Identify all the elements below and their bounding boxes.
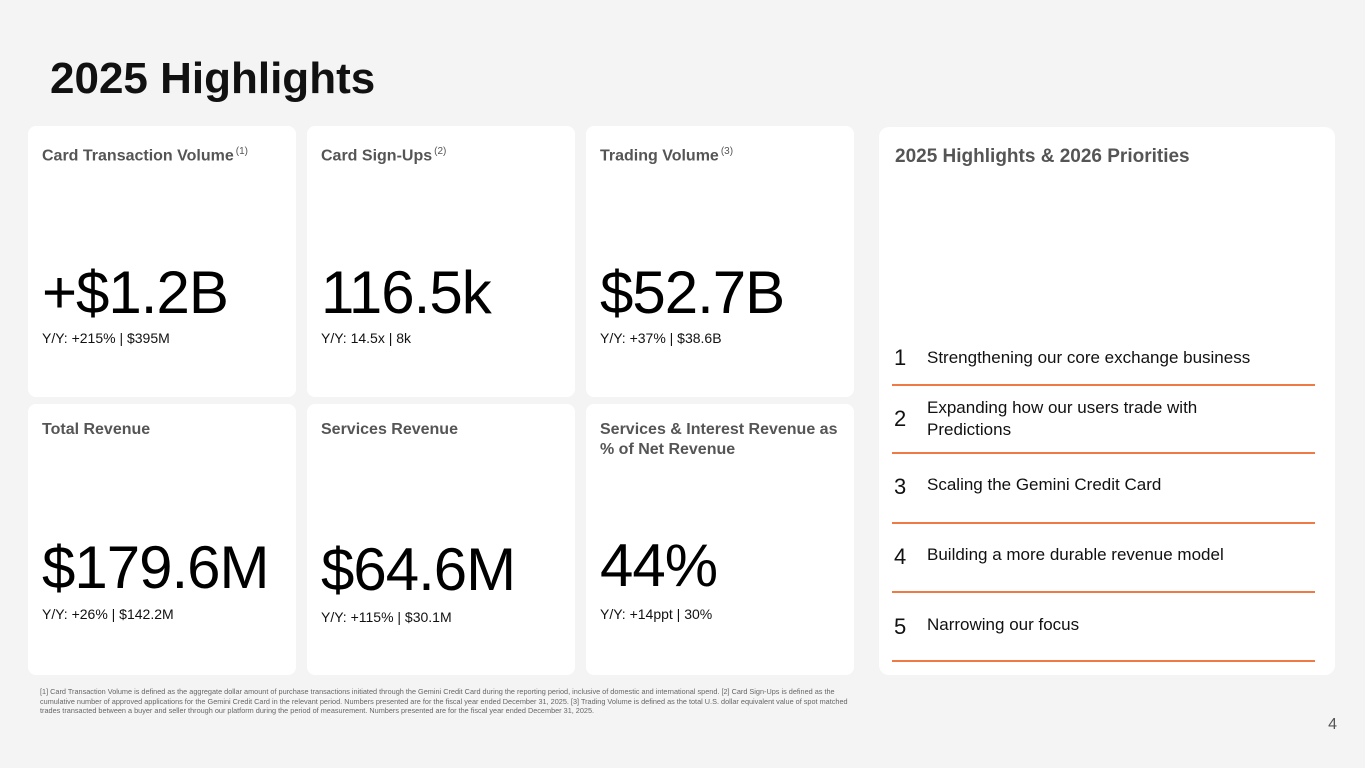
metric-yoy: Y/Y: +115% | $30.1M [321, 609, 452, 625]
priority-text: Strengthening our core exchange business [927, 348, 1251, 367]
priority-number: 1 [894, 345, 907, 370]
metric-yoy: Y/Y: +14ppt | 30% [600, 606, 713, 622]
metric-value: $52.7B [600, 259, 785, 326]
footnotes: [1] Card Transaction Volume is defined a… [40, 687, 848, 715]
metric-value: 44% [600, 532, 718, 599]
metric-label: Services Revenue [321, 421, 458, 438]
priority-number: 2 [894, 406, 907, 431]
priority-item: 1 Strengthening our core exchange busines… [892, 332, 1315, 386]
footnote-ref: (1) [235, 146, 248, 157]
metric-value: $179.6M [42, 534, 269, 601]
metric-yoy: Y/Y: 14.5x | 8k [321, 330, 412, 346]
priority-item: 2 Expanding how our users trade with Pred… [892, 386, 1315, 454]
metric-card-trading-volume: Trading Volume (3) $52.7B Y/Y: +37% | $38… [586, 126, 854, 397]
priority-item: 3 Scaling the Gemini Credit Card [892, 454, 1315, 524]
metric-card-card-transaction-volume: Card Transaction Volume (1) +$1.2B Y/Y: +… [28, 126, 296, 397]
priority-number: 4 [894, 544, 907, 569]
metric-label: Trading Volume [600, 147, 719, 165]
footnote-ref: (3) [720, 146, 734, 157]
metric-value: 116.5k [321, 259, 492, 326]
metric-value: +$1.2B [42, 259, 229, 326]
priority-item: 5 Narrowing our focus [892, 593, 1315, 662]
priority-text: Building a more durable revenue model [927, 545, 1224, 564]
metric-value: $64.6M [321, 536, 516, 603]
page-title: 2025 Highlights [50, 54, 376, 103]
metric-label: Total Revenue [42, 421, 151, 438]
priority-item: 4 Building a more durable revenue model [892, 524, 1315, 593]
priority-text: Expanding how our users trade with Predi… [927, 398, 1198, 439]
priorities-panel: 2025 Highlights & 2026 Priorities 1 Stren… [879, 127, 1335, 675]
metric-card-total-revenue: Total Revenue $179.6M Y/Y: +26% | $142.2… [28, 404, 296, 675]
metric-card-services-interest-share: Services & Interest Revenue as % of Net … [586, 404, 854, 675]
priority-number: 5 [894, 614, 907, 639]
metric-card-card-sign-ups: Card Sign-Ups (2) 116.5k Y/Y: 14.5x | 8k [307, 126, 575, 397]
metric-yoy: Y/Y: +37% | $38.6B [600, 330, 722, 346]
footnote-ref: (2) [434, 146, 447, 157]
priority-text: Narrowing our focus [927, 615, 1080, 634]
priority-text: Scaling the Gemini Credit Card [927, 475, 1162, 494]
metric-yoy: Y/Y: +26% | $142.2M [42, 606, 174, 622]
page-number: 4 [1328, 716, 1337, 733]
priorities-title: 2025 Highlights & 2026 Priorities [895, 146, 1190, 167]
metric-label: Card Transaction Volume [42, 147, 234, 165]
metric-card-services-revenue: Services Revenue $64.6M Y/Y: +115% | $30… [307, 404, 575, 675]
metric-yoy: Y/Y: +215% | $395M [42, 330, 170, 346]
priority-number: 3 [894, 474, 907, 499]
metric-label: Card Sign-Ups [321, 147, 433, 165]
metric-label: Services & Interest Revenue as % of Net … [600, 421, 838, 458]
